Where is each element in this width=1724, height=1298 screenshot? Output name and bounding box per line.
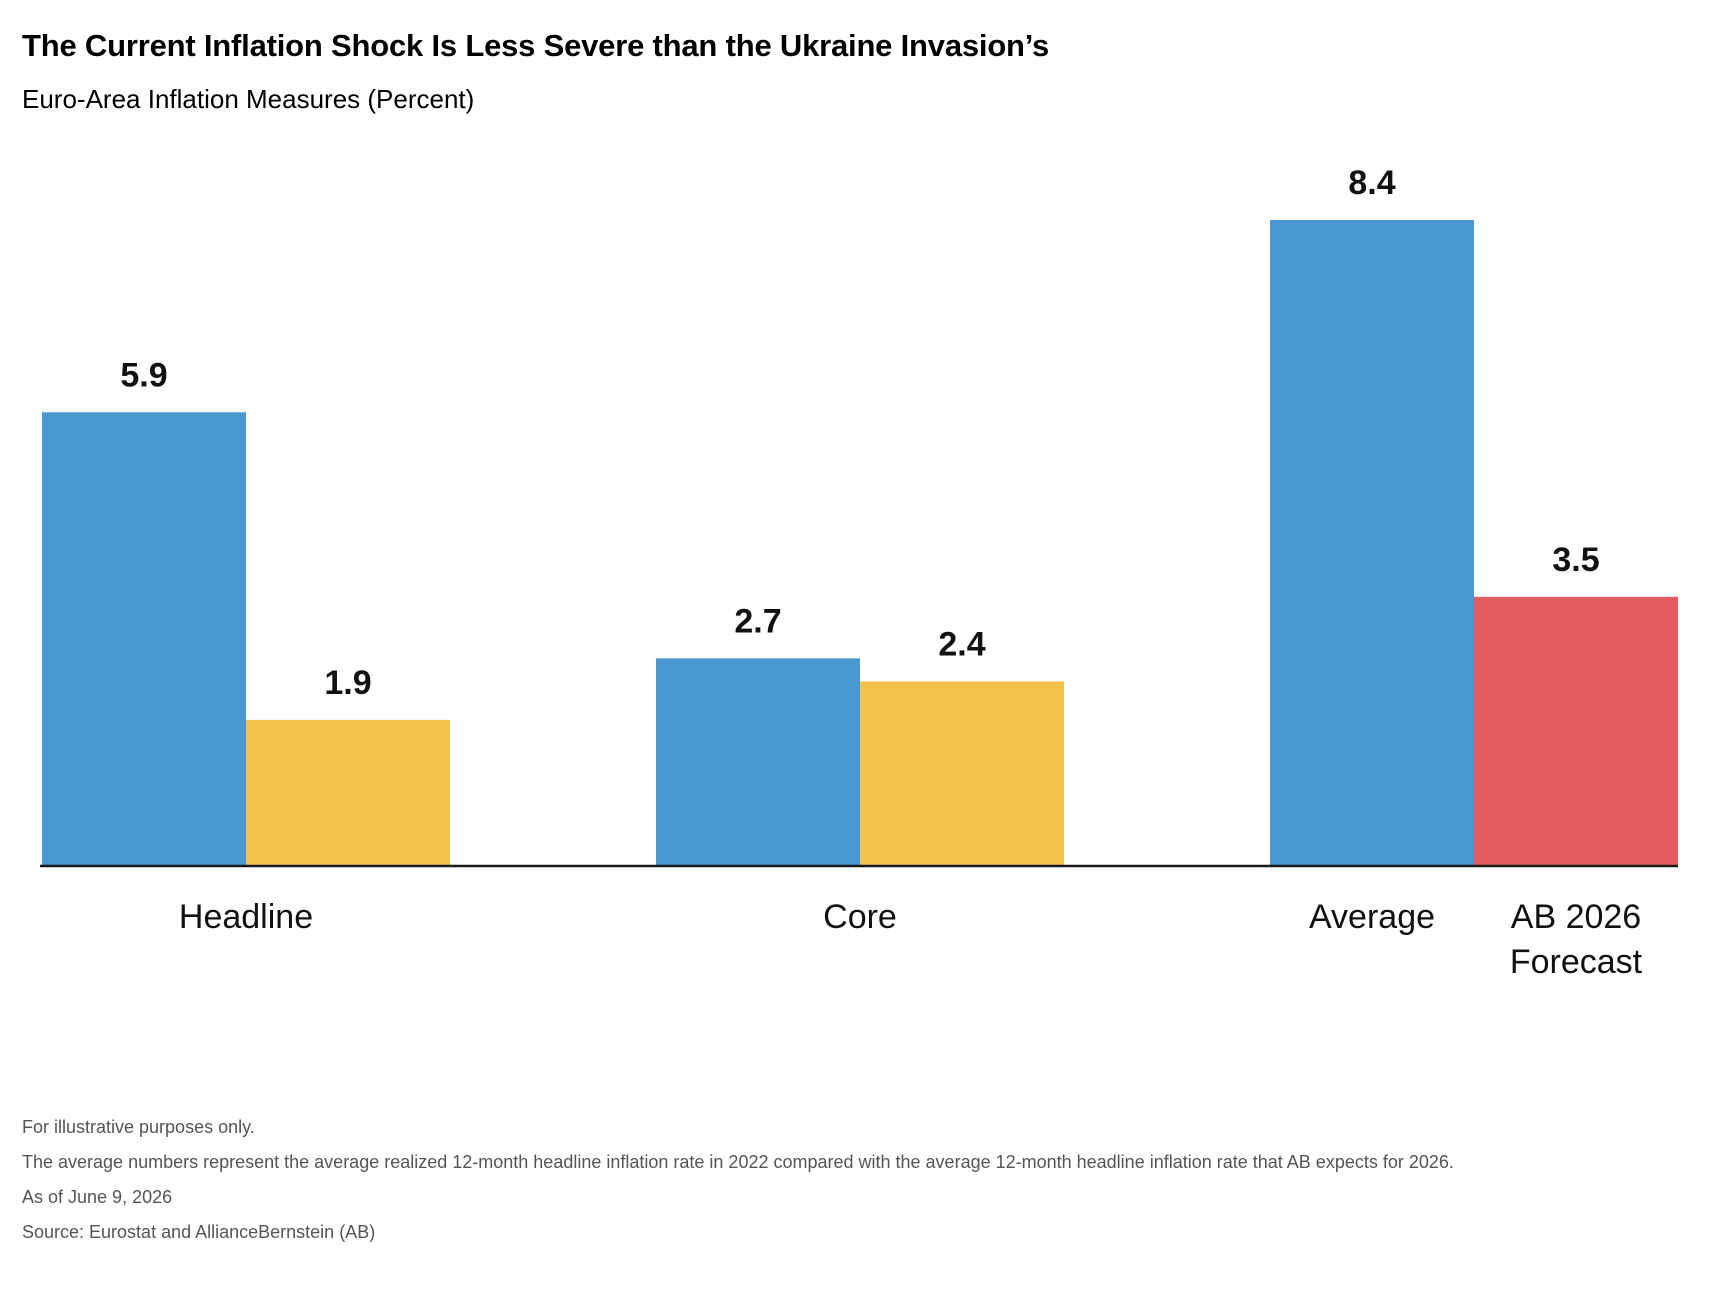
bar-average-forecast-value-label: 3.5 bbox=[1552, 541, 1599, 579]
bar-average-forecast bbox=[1474, 596, 1678, 866]
bar-headline-february-2022-value-label: 5.9 bbox=[120, 356, 167, 394]
category-label-forecast-line-1: AB 2026 bbox=[1511, 898, 1641, 936]
bar-average-february-2022 bbox=[1270, 220, 1474, 866]
bar-headline-february-2026 bbox=[246, 719, 450, 866]
footnotes: For illustrative purposes only. The aver… bbox=[22, 1110, 1454, 1250]
bar-core-february-2022-value-label: 2.7 bbox=[734, 602, 781, 640]
bar-core-february-2022 bbox=[656, 658, 860, 866]
category-label-average: Average bbox=[1309, 898, 1435, 936]
bar-core-february-2026-value-label: 2.4 bbox=[938, 625, 985, 663]
footnote-average-explanation: The average numbers represent the averag… bbox=[22, 1152, 1454, 1172]
footnote-illustrative: For illustrative purposes only. bbox=[22, 1117, 255, 1137]
bar-chart: 5.9 1.9 2.7 2.4 8.4 3.5 Headline Core Average AB … bbox=[40, 164, 1678, 981]
category-label-headline: Headline bbox=[179, 898, 313, 936]
footnote-as-of-date: As of June 9, 2026 bbox=[22, 1187, 173, 1207]
bar-headline-february-2026-value-label: 1.9 bbox=[324, 664, 371, 702]
bar-headline-february-2022 bbox=[42, 412, 246, 866]
category-label-core: Core bbox=[823, 898, 897, 936]
category-label-forecast-line-2: Forecast bbox=[1510, 943, 1643, 981]
chart-title: The Current Inflation Shock Is Less Seve… bbox=[22, 28, 1050, 63]
bar-core-february-2026 bbox=[860, 681, 1064, 866]
bar-average-february-2022-value-label: 8.4 bbox=[1348, 164, 1395, 202]
chart-subtitle: Euro-Area Inflation Measures (Percent) bbox=[22, 84, 475, 114]
footnote-source: Source: Eurostat and AllianceBernstein (… bbox=[22, 1222, 376, 1242]
